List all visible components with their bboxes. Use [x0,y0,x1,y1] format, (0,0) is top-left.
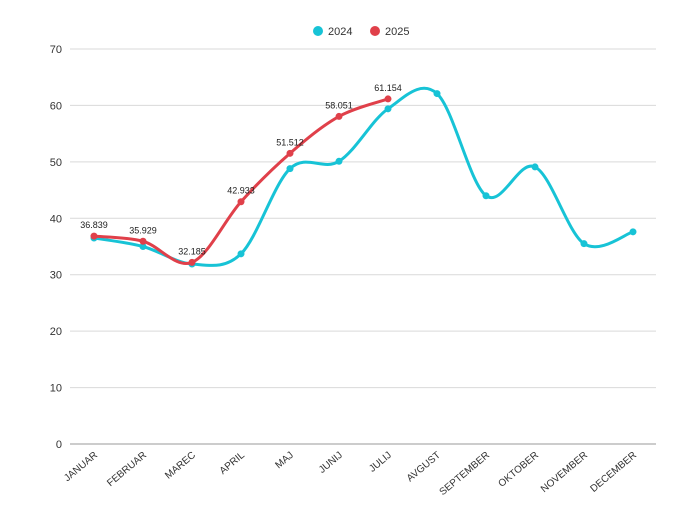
data-label: 36.839 [80,220,108,230]
data-point-2025[interactable] [188,258,196,266]
data-point-2024[interactable] [384,105,392,113]
series-line-2024 [92,86,635,268]
legend-item-2024[interactable]: 2024 [313,26,352,38]
data-point-2024[interactable] [580,240,588,248]
data-point-2025[interactable] [237,198,245,206]
y-tick-label: 50 [50,157,62,169]
series-2024 [90,86,637,268]
data-point-2024[interactable] [482,192,490,200]
legend: 2024 2025 [313,26,409,38]
y-tick-label: 40 [50,213,62,225]
legend-label: 2025 [385,26,409,38]
y-axis-ticks: 0 10 20 30 40 50 60 70 [50,44,62,451]
x-tick-label: JANUAR [62,450,100,484]
y-tick-label: 0 [56,439,62,451]
x-tick-label: SEPTEMBER [438,450,492,498]
data-label: 32.185 [178,246,206,256]
data-point-2025[interactable] [286,149,294,157]
x-axis-ticks: JANUAR FEBRUAR MAREC APRIL MAJ JUNIJ JULIJ AVGU… [62,450,639,498]
x-tick-label: JULIJ [367,450,394,475]
series-layer [90,86,637,268]
legend-item-2025[interactable]: 2025 [370,26,409,38]
y-tick-label: 70 [50,44,62,56]
y-tick-label: 20 [50,326,62,338]
data-point-2024[interactable] [629,228,637,236]
series-line-2025 [92,97,390,266]
data-labels: 36.839 35.929 32.185 42.933 51.512 58.051 61.1… [80,83,402,256]
data-point-2024[interactable] [433,90,441,98]
x-tick-label: NOVEMBER [539,450,590,495]
data-point-2024[interactable] [531,163,539,171]
data-label: 58.051 [325,100,353,110]
data-point-2024[interactable] [286,165,294,173]
data-point-2024[interactable] [237,250,245,258]
legend-marker [370,26,380,36]
grid [70,48,656,445]
x-tick-label: JUNIJ [317,450,345,476]
x-tick-label: MAREC [163,450,198,482]
data-label: 61.154 [374,83,402,93]
data-label: 51.512 [276,137,304,147]
data-point-2024[interactable] [335,157,343,165]
y-tick-label: 30 [50,270,62,282]
x-tick-label: MAJ [274,450,296,471]
x-tick-label: APRIL [218,450,248,477]
data-label: 35.929 [129,225,157,235]
y-tick-label: 60 [50,100,62,112]
data-point-2025[interactable] [384,95,392,103]
x-tick-label: AVGUST [405,450,443,484]
data-point-2025[interactable] [139,237,147,245]
y-tick-label: 10 [50,383,62,395]
x-tick-label: DECEMBER [588,450,638,495]
data-point-2025[interactable] [90,232,98,240]
x-tick-label: OKTOBER [497,450,541,490]
data-label: 42.933 [227,186,255,196]
legend-marker [313,26,323,36]
series-2025 [90,95,392,266]
x-tick-label: FEBRUAR [105,450,149,489]
data-point-2024[interactable] [139,243,147,250]
data-point-2025[interactable] [335,112,343,120]
legend-label: 2024 [328,26,352,38]
